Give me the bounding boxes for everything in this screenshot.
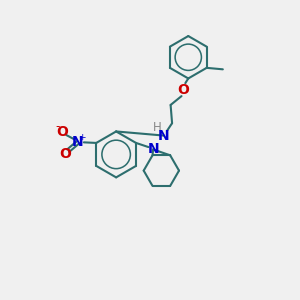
Text: N: N [147,142,159,156]
Text: N: N [158,129,170,142]
Text: O: O [59,146,71,161]
Text: -: - [55,120,60,133]
Text: H: H [153,121,162,134]
Text: +: + [78,133,86,142]
Text: O: O [57,125,69,139]
Text: O: O [177,82,189,97]
Text: N: N [72,135,84,149]
